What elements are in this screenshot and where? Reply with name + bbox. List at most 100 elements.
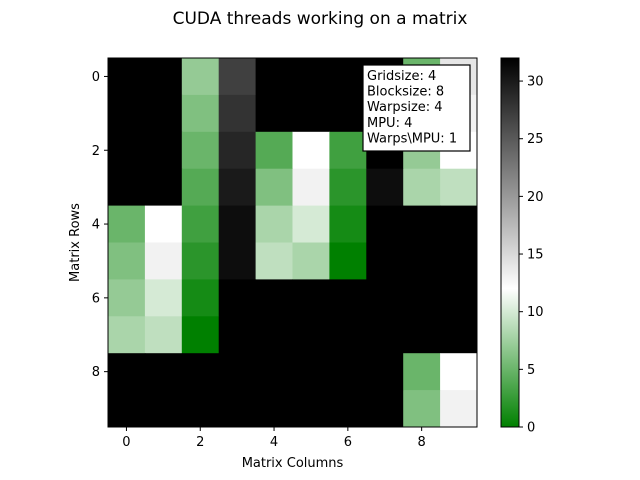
heatmap-cell	[218, 316, 257, 354]
heatmap-cell	[329, 168, 367, 207]
heatmap-cell	[218, 353, 257, 391]
annotation-line: Blocksize: 8	[367, 85, 444, 100]
x-axis: 0 2 4 6 8	[122, 427, 426, 450]
heatmap-cell	[403, 279, 441, 317]
x-tick-label: 2	[196, 435, 204, 450]
y-axis-label: Matrix Rows	[68, 203, 83, 282]
heatmap-cell	[329, 316, 367, 354]
heatmap-cell	[181, 316, 220, 354]
heatmap-cell	[144, 316, 183, 354]
heatmap-cell	[440, 316, 478, 354]
x-tick-label: 8	[418, 435, 426, 450]
colorbar-tick-label: 20	[527, 190, 544, 205]
annotation-line: Warpsize: 4	[367, 100, 443, 115]
plot-frame	[107, 57, 478, 428]
heatmap-cell	[329, 390, 367, 428]
heatmap-cell	[108, 242, 146, 280]
heatmap-cell	[292, 168, 330, 207]
heatmap-cell	[366, 279, 404, 317]
heatmap-cell	[366, 168, 404, 207]
heatmap-cell	[255, 58, 293, 96]
heatmap-cell	[108, 131, 146, 170]
heatmap-cell	[218, 279, 257, 317]
heatmap-cell	[366, 205, 404, 243]
heatmap-cell	[440, 205, 478, 243]
heatmap-cell	[292, 390, 330, 428]
heatmap-cell	[292, 131, 330, 170]
heatmap-cell	[329, 94, 367, 133]
heatmap-cell	[108, 205, 146, 243]
heatmap-cell	[255, 242, 293, 280]
heatmap-cell	[329, 131, 367, 170]
heatmap-cell	[181, 58, 220, 96]
heatmap-cell	[292, 316, 330, 354]
heatmap-cell	[181, 94, 220, 133]
heatmap-cell	[329, 353, 367, 391]
heatmap-cell	[218, 131, 257, 170]
colorbar-tick-label: 0	[527, 421, 535, 436]
x-tick-label: 0	[122, 435, 130, 450]
heatmap-cell	[108, 279, 146, 317]
y-tick-label: 0	[92, 70, 100, 85]
heatmap-cell	[292, 58, 330, 96]
heatmap-cell	[181, 279, 220, 317]
annotation-line: Warps\MPU: 1	[367, 131, 457, 146]
heatmap-cell	[255, 168, 293, 207]
heatmap-cell	[440, 242, 478, 280]
y-tick-label: 4	[92, 218, 100, 233]
heatmap-cell	[403, 242, 441, 280]
heatmap-cell	[255, 131, 293, 170]
y-tick-label: 8	[92, 365, 100, 380]
x-tick-label: 4	[270, 435, 278, 450]
heatmap-cell	[144, 168, 183, 207]
heatmap-cell	[218, 168, 257, 207]
colorbar-tick-label: 10	[527, 305, 544, 320]
heatmap-cell	[366, 353, 404, 391]
heatmap-cell	[218, 205, 257, 243]
heatmap-cell	[403, 168, 441, 207]
annotation-frame	[362, 64, 471, 152]
annotation-line: MPU: 4	[367, 116, 412, 131]
heatmap-cell	[181, 205, 220, 243]
heatmap-cell	[292, 242, 330, 280]
heatmap-cell	[329, 58, 367, 96]
heatmap-cell	[181, 353, 220, 391]
heatmap-cell	[329, 279, 367, 317]
y-tick-label: 6	[92, 291, 100, 306]
heatmap-cell	[144, 58, 183, 96]
y-axis: 0 2 4 6 8	[92, 70, 108, 380]
colorbar-tick-label: 5	[527, 363, 535, 378]
heatmap-cell	[403, 390, 441, 428]
heatmap-cell	[108, 94, 146, 133]
heatmap-cell	[440, 168, 478, 207]
heatmap-cell	[255, 316, 293, 354]
heatmap-cell	[181, 168, 220, 207]
heatmap-cell	[255, 390, 293, 428]
heatmap-cell	[292, 94, 330, 133]
heatmap-cell	[144, 94, 183, 133]
heatmap-cell	[440, 353, 478, 391]
heatmap-cell	[181, 390, 220, 428]
heatmap-cell	[255, 205, 293, 243]
heatmap-cell	[144, 390, 183, 428]
annotation-line: Gridsize: 4	[367, 69, 436, 84]
y-tick-label: 2	[92, 144, 100, 159]
heatmap-cell	[255, 94, 293, 133]
heatmap-cell	[108, 390, 146, 428]
heatmap-cell	[403, 205, 441, 243]
heatmap-cell	[292, 205, 330, 243]
heatmap-cell	[403, 353, 441, 391]
colorbar-gradient	[500, 57, 520, 428]
heatmap-cell	[108, 168, 146, 207]
heatmap-cell	[440, 279, 478, 317]
heatmap-cell	[366, 316, 404, 354]
heatmap-cell	[218, 58, 257, 96]
heatmap-cell	[108, 353, 146, 391]
colorbar-tick-label: 25	[527, 132, 544, 147]
heatmap-cell	[144, 242, 183, 280]
heatmap-cell	[144, 205, 183, 243]
heatmap-cell	[218, 242, 257, 280]
heatmap-cell	[440, 390, 478, 428]
chart-title: CUDA threads working on a matrix	[173, 9, 468, 29]
